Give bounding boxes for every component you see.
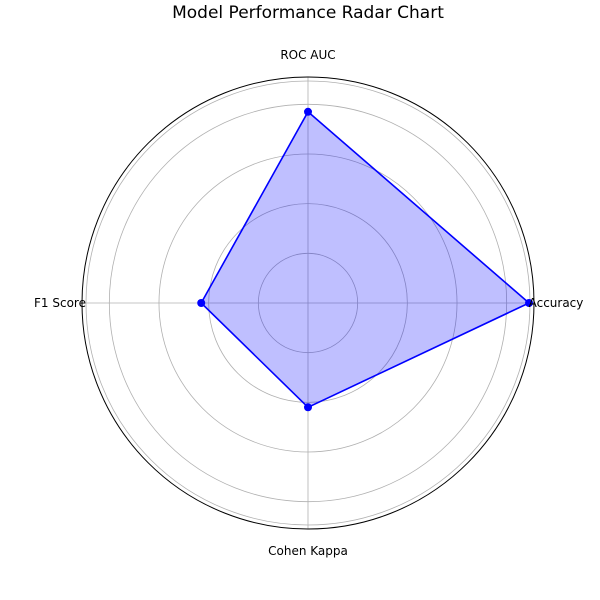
chart-title: Model Performance Radar Chart xyxy=(172,3,444,23)
axis-label-cohen-kappa: Cohen Kappa xyxy=(268,544,348,558)
polar-frame xyxy=(81,76,535,530)
axis-label-roc-auc: ROC AUC xyxy=(280,48,335,62)
axis-label-f1-score: F1 Score xyxy=(34,296,86,310)
data-point-cohen-kappa xyxy=(304,403,312,412)
axis-labels: Accuracy ROC AUC F1 Score Cohen Kappa xyxy=(34,48,583,558)
axis-label-accuracy: Accuracy xyxy=(529,296,584,310)
data-point-f1-score xyxy=(197,299,206,307)
data-point-roc-auc xyxy=(304,107,312,116)
data-point-accuracy xyxy=(525,299,534,307)
radar-series xyxy=(197,107,534,412)
series-fill xyxy=(201,111,529,408)
